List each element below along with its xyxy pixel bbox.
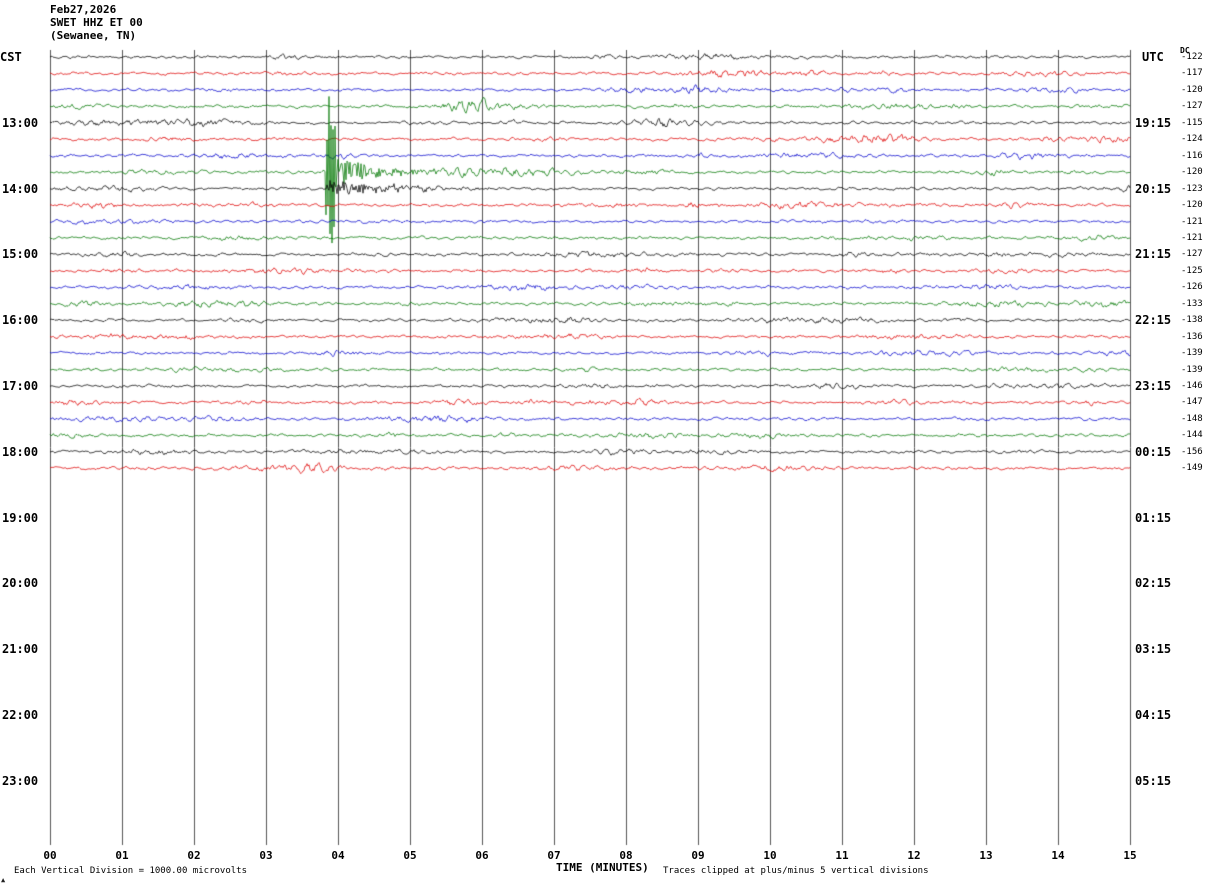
x-tick-label: 00 <box>43 849 57 862</box>
dc-offset-value: -139 <box>1181 364 1203 375</box>
x-tick-label: 13 <box>979 849 993 862</box>
dc-offset-value: -120 <box>1181 84 1203 95</box>
right-axis-header: UTC <box>1142 50 1164 64</box>
dc-offset-value: -125 <box>1181 265 1203 276</box>
x-tick-label: 11 <box>835 849 849 862</box>
dc-offset-value: -144 <box>1181 430 1203 441</box>
dc-offset-value: -120 <box>1181 200 1203 211</box>
dc-offset-value: -116 <box>1181 150 1203 161</box>
left-time-label: 18:00 <box>2 444 39 459</box>
x-tick-label: 01 <box>115 849 129 862</box>
right-time-label: 05:15 <box>1135 773 1172 788</box>
right-time-label: 00:15 <box>1135 444 1172 459</box>
dc-offset-value: -156 <box>1181 446 1203 457</box>
x-tick-label: 07 <box>547 849 561 862</box>
right-time-label: 21:15 <box>1135 247 1172 262</box>
left-time-label: 20:00 <box>2 576 39 591</box>
right-time-label: 19:15 <box>1135 115 1172 130</box>
x-tick-label: 14 <box>1051 849 1065 862</box>
x-tick-label: 02 <box>187 849 201 862</box>
dc-offset-value: -124 <box>1181 134 1203 145</box>
left-time-label: 15:00 <box>2 247 39 262</box>
dc-offset-value: -127 <box>1181 101 1203 112</box>
x-axis-title: TIME (MINUTES) <box>556 861 649 874</box>
right-time-label: 23:15 <box>1135 379 1172 393</box>
location-title: (Sewanee, TN) <box>50 29 137 42</box>
right-time-label: 02:15 <box>1135 576 1172 591</box>
x-tick-label: 06 <box>475 849 489 862</box>
dc-offset-value: -122 <box>1181 52 1203 62</box>
left-axis-header: CST <box>0 50 22 64</box>
dc-column-header: DC <box>1180 46 1190 55</box>
dc-offset-value: -147 <box>1181 397 1203 408</box>
dc-offset-value: -136 <box>1181 331 1203 342</box>
dc-offset-value: -149 <box>1181 463 1203 474</box>
dc-offset-value: -126 <box>1181 282 1203 293</box>
right-time-label: 03:15 <box>1135 642 1172 657</box>
dc-offset-value: -120 <box>1181 167 1203 178</box>
date-title: Feb27,2026 <box>50 3 117 16</box>
dc-offset-value: -133 <box>1181 298 1203 309</box>
dc-offset-value: -121 <box>1181 232 1203 243</box>
right-time-label: 20:15 <box>1135 181 1172 196</box>
x-tick-label: 10 <box>763 849 777 862</box>
dc-offset-value: -115 <box>1181 117 1203 128</box>
corner-mark: ▲ <box>1 876 6 884</box>
x-tick-label: 08 <box>619 849 633 862</box>
left-time-label: 21:00 <box>2 642 39 657</box>
dc-offset-value: -146 <box>1181 381 1203 391</box>
station-title: SWET HHZ ET 00 <box>50 16 143 29</box>
scale-note: Each Vertical Division = 1000.00 microvo… <box>14 866 247 876</box>
x-tick-label: 12 <box>907 849 921 862</box>
x-tick-label: 09 <box>691 849 705 862</box>
dc-offset-value: -121 <box>1181 216 1203 227</box>
clip-note: Traces clipped at plus/minus 5 vertical … <box>663 866 929 876</box>
left-time-label: 17:00 <box>2 379 39 393</box>
x-tick-label: 03 <box>259 849 273 862</box>
dc-offset-value: -148 <box>1181 413 1203 424</box>
right-time-label: 04:15 <box>1135 708 1172 722</box>
dc-offset-value: -127 <box>1181 249 1203 260</box>
left-time-label: 16:00 <box>2 313 39 328</box>
dc-offset-value: -123 <box>1181 183 1203 194</box>
right-time-label: 01:15 <box>1135 510 1172 525</box>
left-time-label: 23:00 <box>2 773 39 788</box>
x-tick-label: 05 <box>403 849 417 862</box>
left-time-label: 22:00 <box>2 708 39 722</box>
dc-offset-value: -139 <box>1181 348 1203 359</box>
x-tick-label: 15 <box>1123 849 1137 862</box>
left-time-label: 14:00 <box>2 181 39 196</box>
x-tick-label: 04 <box>331 849 345 862</box>
dc-offset-value: -138 <box>1181 315 1203 326</box>
left-time-label: 19:00 <box>2 510 39 525</box>
dc-offset-value: -117 <box>1181 68 1203 79</box>
right-time-label: 22:15 <box>1135 313 1172 328</box>
left-time-label: 13:00 <box>2 115 39 130</box>
